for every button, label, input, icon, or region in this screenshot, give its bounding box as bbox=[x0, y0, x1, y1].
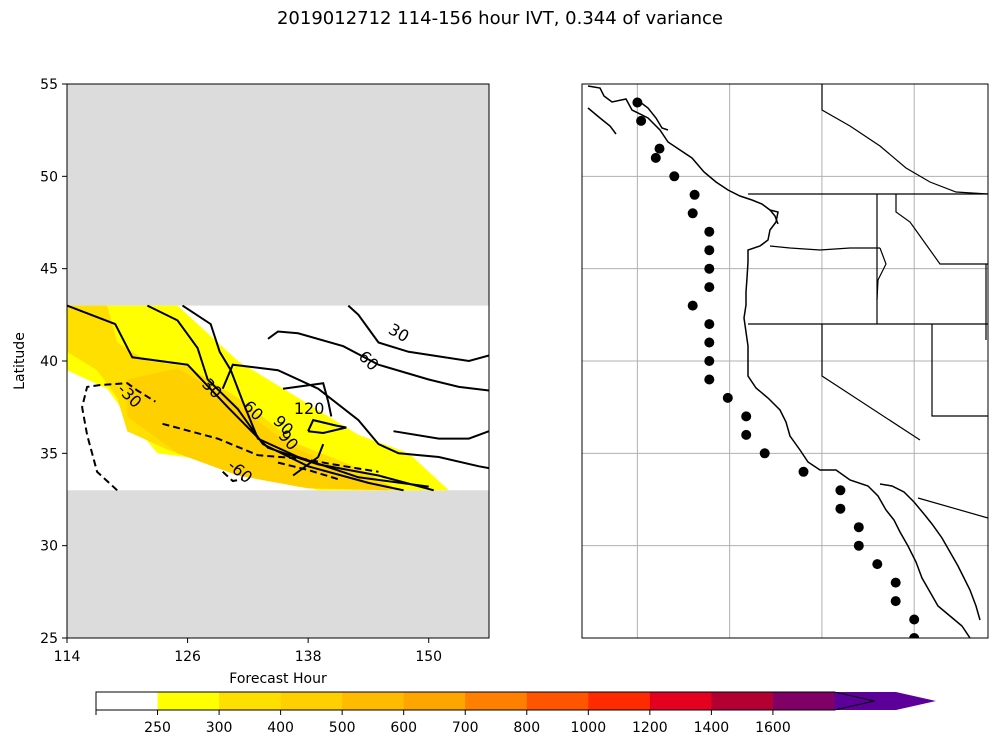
contour-line-30 bbox=[267, 330, 489, 392]
colorbar-cell bbox=[711, 692, 774, 710]
colorbar-extend-arrow bbox=[896, 692, 936, 710]
map-frame bbox=[581, 83, 989, 639]
coastal-point bbox=[835, 485, 846, 496]
masked-region-bottom bbox=[67, 490, 489, 638]
coastal-point bbox=[872, 559, 883, 570]
coastal-point bbox=[687, 300, 698, 311]
colorbar-cell bbox=[465, 692, 528, 710]
coastal-point bbox=[704, 374, 715, 385]
y-tick-label: 50 bbox=[40, 169, 58, 185]
colorbar-tick-label: 800 bbox=[513, 720, 540, 736]
coastal-point bbox=[704, 226, 715, 237]
colorbar-cell bbox=[772, 692, 835, 710]
contour-line-90 bbox=[181, 304, 429, 488]
colorbar-tick-label: 1400 bbox=[694, 720, 730, 736]
colorbar-cell bbox=[526, 692, 589, 710]
y-tick-label: 55 bbox=[40, 77, 58, 93]
coastal-point bbox=[704, 319, 715, 330]
x-axis-label: Forecast Hour bbox=[229, 671, 327, 687]
colorbar-cell bbox=[342, 692, 405, 710]
coastal-point bbox=[687, 208, 698, 219]
coastal-point bbox=[632, 97, 643, 108]
coastal-point bbox=[650, 152, 661, 163]
coastal-point bbox=[741, 429, 752, 440]
contour-line-neg30 bbox=[81, 382, 156, 492]
colorbar-cell bbox=[280, 692, 343, 710]
coastal-point bbox=[853, 522, 864, 533]
coastal-point bbox=[798, 466, 809, 477]
x-tick-label: 138 bbox=[295, 649, 322, 665]
contour-line-30 bbox=[347, 304, 489, 363]
contour-line-neg30 bbox=[162, 422, 379, 473]
x-tick-label: 150 bbox=[415, 649, 442, 665]
coastal-point bbox=[909, 614, 920, 625]
coastal-point bbox=[853, 540, 864, 551]
coastal-point bbox=[722, 392, 733, 403]
contour-label: 120 bbox=[294, 399, 325, 418]
colorbar-tick-label: 1600 bbox=[755, 720, 791, 736]
ivt-fill-300-400 bbox=[67, 305, 399, 491]
coastal-point bbox=[741, 411, 752, 422]
y-tick-label: 45 bbox=[40, 262, 58, 278]
coastal-point bbox=[835, 503, 846, 514]
coastal-point bbox=[704, 337, 715, 348]
colorbar-tick-label: 1000 bbox=[570, 720, 606, 736]
coastal-point bbox=[759, 448, 770, 459]
colorbar-cell bbox=[157, 692, 220, 710]
colorbar-tick-label: 500 bbox=[329, 720, 356, 736]
colorbar-cell bbox=[834, 692, 897, 710]
colorbar-cell bbox=[588, 692, 651, 710]
colorbar-cell bbox=[219, 692, 282, 710]
colorbar-tick-label: 400 bbox=[267, 720, 294, 736]
y-tick-label: 35 bbox=[40, 446, 58, 462]
colorbar-tick-label: 600 bbox=[390, 720, 417, 736]
y-axis-label: Latitude bbox=[12, 332, 28, 390]
colorbar-cell bbox=[403, 692, 466, 710]
coastal-point bbox=[909, 633, 920, 638]
coastal-point bbox=[704, 263, 715, 274]
contour-line-120 bbox=[307, 418, 347, 435]
coastal-point bbox=[689, 189, 700, 200]
contour-line-60 bbox=[146, 304, 404, 492]
coastal-point bbox=[890, 577, 901, 588]
masked-region-top bbox=[67, 84, 489, 306]
contour-line-30 bbox=[67, 304, 434, 492]
map-panel bbox=[581, 83, 989, 639]
map-coastline bbox=[587, 85, 981, 638]
y-tick-label: 25 bbox=[40, 631, 58, 647]
coastal-point bbox=[704, 282, 715, 293]
ivt-colorbar: 250 300 400 500 600 700 800 1000 1200 1400 1600 bbox=[95, 691, 936, 736]
coastal-point bbox=[669, 171, 680, 182]
ivt-fill-400-500 bbox=[127, 368, 389, 491]
colorbar-tick-label: 300 bbox=[206, 720, 233, 736]
colorbar-tick-label: 1200 bbox=[632, 720, 668, 736]
colorbar-tick-label: 700 bbox=[452, 720, 479, 736]
coastal-point bbox=[890, 596, 901, 607]
y-tick-label: 30 bbox=[40, 539, 58, 555]
coastal-point bbox=[654, 143, 665, 154]
coastal-point bbox=[704, 356, 715, 366]
x-tick-label: 114 bbox=[54, 649, 81, 665]
map-state-borders bbox=[748, 84, 988, 519]
coastal-point bbox=[704, 245, 715, 256]
figure-title: 2019012712 114-156 hour IVT, 0.344 of va… bbox=[276, 8, 723, 29]
colorbar-tick-label: 250 bbox=[144, 720, 171, 736]
colorbar-outline bbox=[95, 691, 875, 711]
contour-line-120 bbox=[282, 382, 333, 417]
contour-line-30 bbox=[393, 430, 489, 440]
colorbar-cell bbox=[96, 692, 159, 710]
coastal-point bbox=[636, 115, 647, 126]
x-tick-label: 126 bbox=[174, 649, 201, 665]
contour-line-neg60 bbox=[222, 471, 243, 483]
colorbar-cell bbox=[649, 692, 712, 710]
y-tick-label: 40 bbox=[40, 354, 58, 370]
contour-line-60 bbox=[221, 363, 489, 470]
